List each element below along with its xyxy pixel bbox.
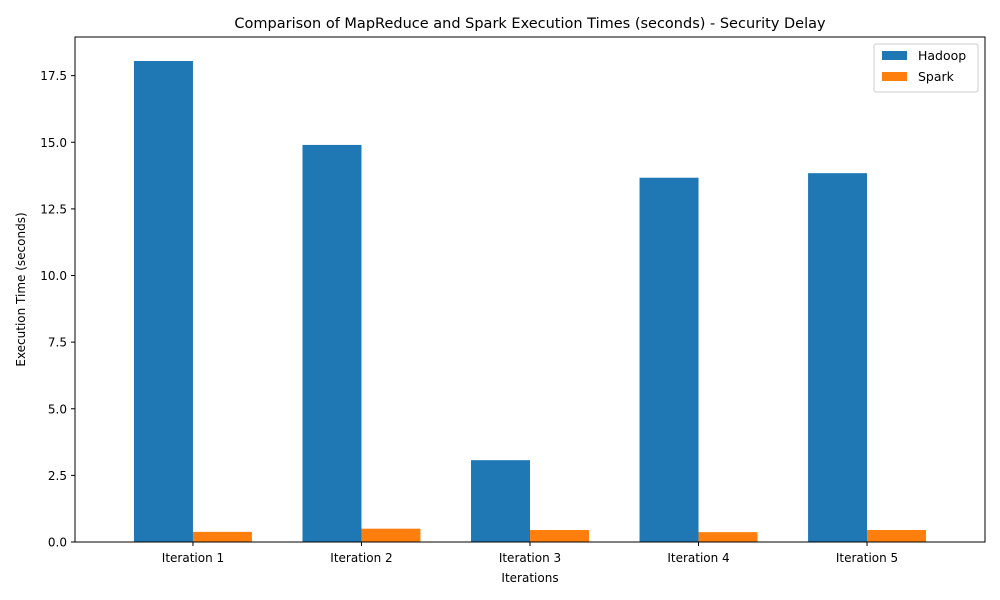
bars-group [133, 60, 927, 542]
legend-label-hadoop: Hadoop [918, 48, 966, 63]
y-axis-ticks: 0.0 2.5 5.0 7.5 10.0 12.5 15.0 17.5 [40, 69, 75, 550]
y-tick-label: 10.0 [40, 269, 67, 283]
y-axis-title: Execution Time (seconds) [14, 212, 28, 366]
y-tick-label: 15.0 [40, 136, 67, 150]
plot-frame [74, 36, 986, 543]
bar-spark-2 [361, 528, 421, 542]
chart-title: Comparison of MapReduce and Spark Execut… [234, 16, 826, 32]
legend: Hadoop Spark [873, 43, 979, 93]
legend-label-spark: Spark [918, 69, 955, 84]
x-tick-label: Iteration 1 [162, 551, 224, 565]
y-tick-label: 0.0 [48, 536, 67, 550]
bar-hadoop-3 [471, 460, 530, 542]
x-tick-label: Iteration 3 [499, 551, 561, 565]
bar-hadoop-4 [639, 177, 699, 542]
bar-spark-5 [867, 530, 927, 542]
y-tick-label: 17.5 [40, 69, 67, 83]
y-tick-label: 12.5 [40, 202, 67, 216]
x-tick-label: Iteration 4 [667, 551, 729, 565]
legend-swatch-hadoop [882, 51, 907, 60]
y-tick-label: 7.5 [48, 336, 67, 350]
bar-spark-4 [698, 532, 758, 542]
x-axis-title: Iterations [501, 571, 558, 585]
x-tick-label: Iteration 2 [330, 551, 392, 565]
x-axis-ticks: Iteration 1 Iteration 2 Iteration 3 Iterati… [162, 542, 898, 565]
y-tick-label: 2.5 [48, 469, 67, 483]
bar-hadoop-1 [133, 60, 193, 542]
x-tick-label: Iteration 5 [836, 551, 898, 565]
bar-spark-3 [530, 530, 589, 542]
bar-spark-1 [192, 531, 252, 542]
legend-swatch-spark [882, 72, 907, 81]
bar-hadoop-2 [302, 144, 362, 542]
y-tick-label: 5.0 [48, 402, 67, 416]
bar-hadoop-5 [808, 173, 868, 542]
